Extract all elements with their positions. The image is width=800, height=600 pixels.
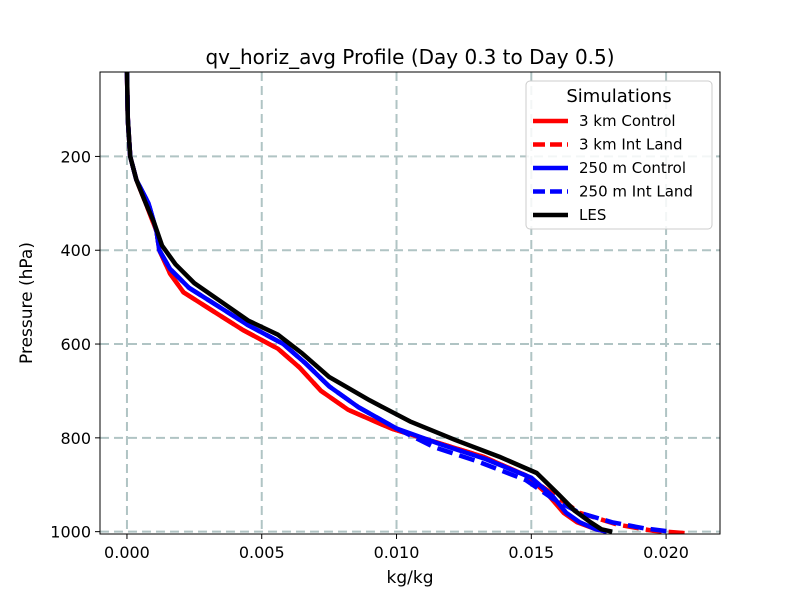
legend-label-250-m-int-land: 250 m Int Land xyxy=(579,183,693,201)
y-axis-label: Pressure (hPa) xyxy=(17,242,37,364)
legend-label-3-km-control: 3 km Control xyxy=(579,112,676,130)
x-axis-ticks: 0.000 0.005 0.010 0.015 0.020 xyxy=(104,534,689,562)
series-line-les xyxy=(124,72,613,534)
legend-box xyxy=(525,80,713,230)
legend-label-3-km-int-land: 3 km Int Land xyxy=(579,136,683,154)
y-tick-label: 1000 xyxy=(50,523,91,542)
plot-frame xyxy=(99,71,721,535)
y-tick-label: 800 xyxy=(60,429,91,448)
x-tick-label: 0.015 xyxy=(508,543,554,562)
legend-label-250-m-control: 250 m Control xyxy=(579,159,686,177)
series-lines xyxy=(124,72,686,534)
y-axis-ticks: 200 400 600 800 1000 xyxy=(50,147,100,542)
legend: Simulations 3 km Control 3 km Int Land 250… xyxy=(525,80,713,230)
y-tick-label: 400 xyxy=(60,241,91,260)
legend-label-les: LES xyxy=(579,206,606,224)
chart-title: qv_horiz_avg Profile (Day 0.3 to Day 0.5… xyxy=(205,45,614,69)
y-tick-label: 200 xyxy=(60,147,91,166)
x-axis-label: kg/kg xyxy=(387,568,434,588)
x-tick-label: 0.020 xyxy=(643,543,689,562)
x-tick-label: 0.005 xyxy=(239,543,285,562)
legend-items: 3 km Control 3 km Int Land 250 m Control 25… xyxy=(533,112,693,224)
legend-title: Simulations xyxy=(566,86,671,107)
x-tick-label: 0.000 xyxy=(104,543,150,562)
x-tick-label: 0.010 xyxy=(374,543,420,562)
y-tick-label: 600 xyxy=(60,335,91,354)
